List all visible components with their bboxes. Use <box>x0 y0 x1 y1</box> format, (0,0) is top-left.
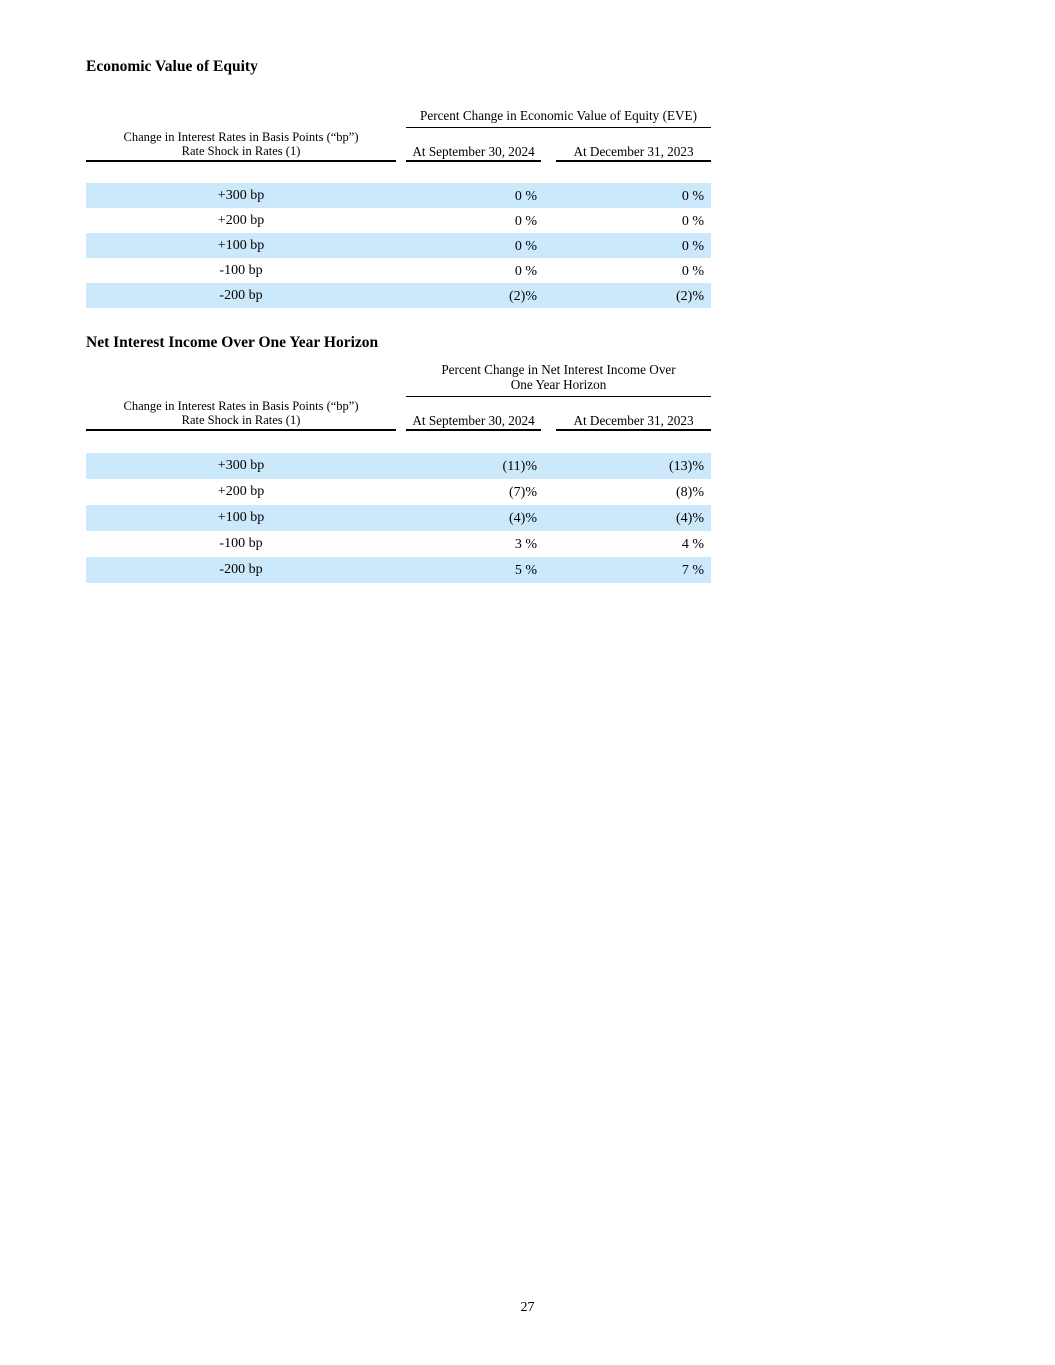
value-sep-2024: 0 % <box>514 213 537 229</box>
value-sep-2024: 0 % <box>514 238 537 254</box>
column-gap <box>541 144 556 162</box>
row-header-eve: Change in Interest Rates in Basis Points… <box>86 108 396 162</box>
table-row-plus200: +200 bp 0 % 0 % <box>86 208 711 233</box>
section-heading-eve: Economic Value of Equity <box>86 58 258 75</box>
value-dec-2023: 0 % <box>681 188 704 204</box>
value-dec-2023: 4 % <box>681 537 704 552</box>
value-dec-2023: 7 % <box>681 563 704 578</box>
value-columns-header-eve: Percent Change in Economic Value of Equi… <box>406 108 711 162</box>
section-economic-value-of-equity: Economic Value of Equity Change in Inter… <box>86 57 711 308</box>
nii-table-body: +300 bp (11)% (13)% +200 bp (7)% (8)% +1… <box>86 453 711 583</box>
value-dec-2023: (4)% <box>676 511 704 526</box>
column-gap <box>396 362 406 431</box>
date-header-row: At September 30, 2024 At December 31, 20… <box>406 128 711 162</box>
value-dec-2023: 0 % <box>681 263 704 279</box>
span-header-nii: Percent Change in Net Interest Income Ov… <box>406 362 711 397</box>
rate-shock-label: +200 bp <box>217 484 265 499</box>
table-row-minus100: -100 bp 0 % 0 % <box>86 258 711 283</box>
table-row-plus100: +100 bp (4)% (4)% <box>86 505 711 531</box>
table-row-plus300: +300 bp 0 % 0 % <box>86 183 711 208</box>
table-row-plus200: +200 bp (7)% (8)% <box>86 479 711 505</box>
value-sep-2024: (4)% <box>509 511 537 526</box>
table-row-minus200: -200 bp (2)% (2)% <box>86 283 711 308</box>
rate-shock-label: -200 bp <box>219 287 263 303</box>
row-header-line-2: Rate Shock in Rates (1) <box>181 413 301 427</box>
rate-shock-label: -100 bp <box>219 262 263 278</box>
span-header-eve: Percent Change in Economic Value of Equi… <box>406 108 711 128</box>
value-dec-2023: (13)% <box>669 459 704 474</box>
rate-shock-label: -200 bp <box>219 562 263 577</box>
rate-shock-label: +100 bp <box>217 237 265 253</box>
date-header-row: At September 30, 2024 At December 31, 20… <box>406 397 711 431</box>
eve-table-header: Change in Interest Rates in Basis Points… <box>86 108 711 162</box>
rate-shock-label: +200 bp <box>217 212 265 228</box>
rate-shock-label: +100 bp <box>217 510 265 525</box>
value-sep-2024: (7)% <box>509 485 537 500</box>
col-header-dec-31-2023: At December 31, 2023 <box>556 413 711 431</box>
page-number: 27 <box>520 1300 535 1315</box>
rate-shock-label: +300 bp <box>217 458 265 473</box>
value-dec-2023: (2)% <box>676 288 704 304</box>
row-header-line-2: Rate Shock in Rates (1) <box>181 144 301 158</box>
span-header-line-2: One Year Horizon <box>510 377 607 392</box>
value-sep-2024: 3 % <box>514 537 537 552</box>
column-gap <box>541 413 556 431</box>
value-sep-2024: (11)% <box>502 459 537 474</box>
row-header-nii: Change in Interest Rates in Basis Points… <box>86 362 396 431</box>
rate-shock-label: +300 bp <box>217 187 265 203</box>
col-header-sep-30-2024: At September 30, 2024 <box>406 413 541 431</box>
row-header-line-1: Change in Interest Rates in Basis Points… <box>123 399 359 413</box>
value-sep-2024: 0 % <box>514 188 537 204</box>
eve-table: Change in Interest Rates in Basis Points… <box>86 108 711 308</box>
value-sep-2024: (2)% <box>509 288 537 304</box>
column-gap <box>396 108 406 162</box>
span-header-line-1: Percent Change in Net Interest Income Ov… <box>441 362 676 377</box>
value-columns-header-nii: Percent Change in Net Interest Income Ov… <box>406 362 711 431</box>
section-net-interest-income: Net Interest Income Over One Year Horizo… <box>86 333 711 583</box>
col-header-dec-31-2023: At December 31, 2023 <box>556 144 711 162</box>
table-row-minus200: -200 bp 5 % 7 % <box>86 557 711 583</box>
value-sep-2024: 5 % <box>514 563 537 578</box>
rate-shock-label: -100 bp <box>219 536 263 551</box>
section-heading-nii: Net Interest Income Over One Year Horizo… <box>86 334 379 351</box>
table-row-minus100: -100 bp 3 % 4 % <box>86 531 711 557</box>
eve-table-body: +300 bp 0 % 0 % +200 bp 0 % 0 % +100 bp <box>86 183 711 308</box>
table-row-plus100: +100 bp 0 % 0 % <box>86 233 711 258</box>
nii-table: Change in Interest Rates in Basis Points… <box>86 362 711 583</box>
nii-table-header: Change in Interest Rates in Basis Points… <box>86 362 711 431</box>
span-header-line-1: Percent Change in Economic Value of Equi… <box>420 108 697 123</box>
table-row-plus300: +300 bp (11)% (13)% <box>86 453 711 479</box>
value-dec-2023: (8)% <box>676 485 704 500</box>
col-header-sep-30-2024: At September 30, 2024 <box>406 144 541 162</box>
row-header-line-1: Change in Interest Rates in Basis Points… <box>123 130 359 144</box>
value-dec-2023: 0 % <box>681 238 704 254</box>
value-sep-2024: 0 % <box>514 263 537 279</box>
value-dec-2023: 0 % <box>681 213 704 229</box>
